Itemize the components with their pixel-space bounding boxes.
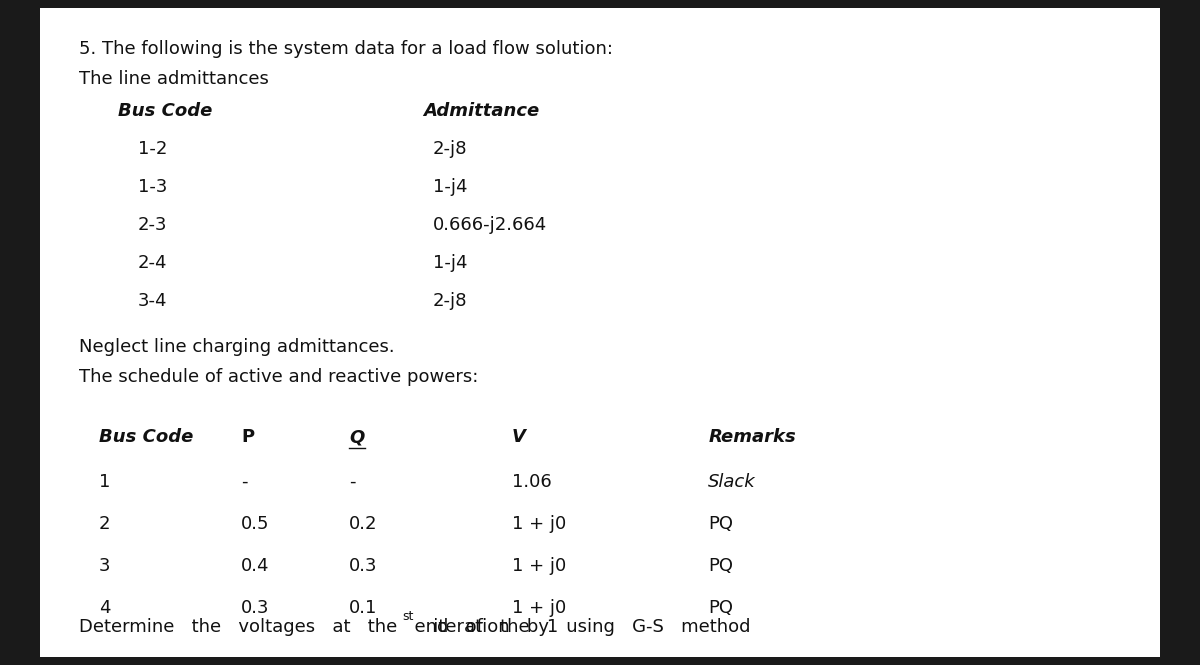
Text: 3-4: 3-4 — [138, 292, 168, 310]
Text: 3: 3 — [98, 557, 110, 575]
Text: 2-j8: 2-j8 — [433, 140, 467, 158]
Text: 0.4: 0.4 — [241, 557, 270, 575]
Text: 1 + j0: 1 + j0 — [511, 599, 565, 617]
Text: 2: 2 — [98, 515, 110, 533]
Text: The schedule of active and reactive powers:: The schedule of active and reactive powe… — [79, 368, 479, 386]
Text: Determine   the   voltages   at   the   end   of   the   1: Determine the voltages at the end of the… — [79, 618, 558, 636]
Text: P: P — [241, 428, 254, 446]
Text: 0.2: 0.2 — [349, 515, 378, 533]
Text: 1-j4: 1-j4 — [433, 178, 467, 196]
Text: 1: 1 — [98, 473, 110, 491]
Text: 0.3: 0.3 — [241, 599, 270, 617]
Text: Neglect line charging admittances.: Neglect line charging admittances. — [79, 338, 395, 356]
Text: 1 + j0: 1 + j0 — [511, 515, 565, 533]
Text: 5. The following is the system data for a load flow solution:: 5. The following is the system data for … — [79, 40, 613, 58]
Text: -: - — [241, 473, 247, 491]
Text: iteration   by   using   G-S   method: iteration by using G-S method — [416, 618, 751, 636]
Text: st: st — [402, 610, 414, 623]
Text: 1-2: 1-2 — [138, 140, 167, 158]
Text: 0.3: 0.3 — [349, 557, 378, 575]
Text: Admittance: Admittance — [424, 102, 539, 120]
Text: Remarks: Remarks — [708, 428, 796, 446]
Text: 0.666-j2.664: 0.666-j2.664 — [433, 216, 547, 234]
Text: PQ: PQ — [708, 557, 733, 575]
Text: Q: Q — [349, 428, 365, 446]
Text: Bus Code: Bus Code — [119, 102, 212, 120]
Text: 2-4: 2-4 — [138, 254, 168, 272]
Text: 1 + j0: 1 + j0 — [511, 557, 565, 575]
Text: The line admittances: The line admittances — [79, 70, 269, 88]
Text: 0.5: 0.5 — [241, 515, 270, 533]
Text: 1.06: 1.06 — [511, 473, 551, 491]
Text: 2-3: 2-3 — [138, 216, 168, 234]
Text: V: V — [511, 428, 526, 446]
Text: Bus Code: Bus Code — [98, 428, 193, 446]
Text: 2-j8: 2-j8 — [433, 292, 467, 310]
Text: Slack: Slack — [708, 473, 756, 491]
Text: 0.1: 0.1 — [349, 599, 378, 617]
Text: 1-j4: 1-j4 — [433, 254, 467, 272]
Text: 1-3: 1-3 — [138, 178, 167, 196]
Text: 4: 4 — [98, 599, 110, 617]
Text: PQ: PQ — [708, 599, 733, 617]
Text: -: - — [349, 473, 355, 491]
Text: PQ: PQ — [708, 515, 733, 533]
